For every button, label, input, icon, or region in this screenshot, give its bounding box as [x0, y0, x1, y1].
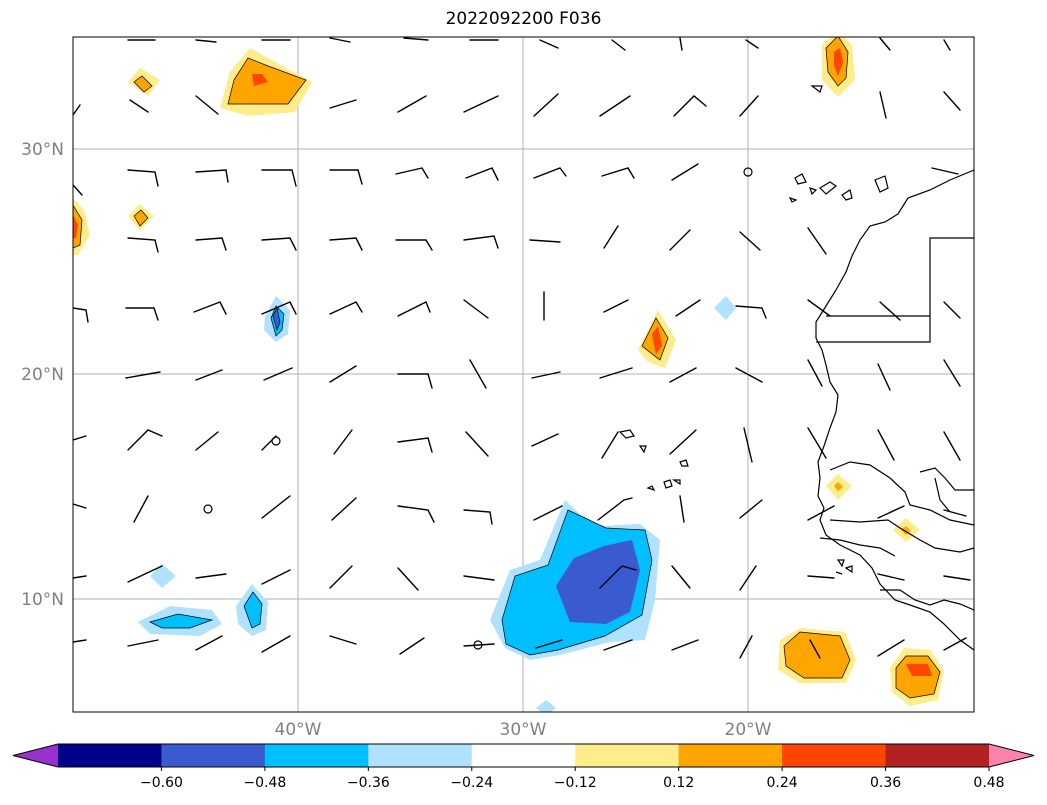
- negative-anomaly-contours: [138, 296, 736, 712]
- map-frame: [72, 36, 975, 713]
- africa-coastline: [815, 169, 974, 651]
- colorbar-tick-label: 0.24: [767, 775, 798, 791]
- latitude-labels: 30°N 20°N 10°N: [21, 140, 64, 610]
- colorbar: −0.60 −0.48 −0.36 −0.24 −0.12 0.12 0.24 0.36 0.4…: [12, 743, 1035, 791]
- colorbar-extend-low: [13, 744, 58, 767]
- colorbar-tick-label: 0.48: [973, 775, 1004, 791]
- colorbar-tick-label: 0.12: [663, 775, 694, 791]
- colorbar-tick-label: −0.12: [554, 775, 597, 791]
- colorbar-tick-label: 0.36: [870, 775, 901, 791]
- colorbar-segment: [575, 744, 680, 767]
- colorbar-extend-high: [989, 744, 1034, 767]
- colorbar-segment: [678, 744, 783, 767]
- colorbar-tick-label: −0.60: [140, 775, 183, 791]
- colorbar-tick-label: −0.48: [243, 775, 286, 791]
- mauritania-border: [816, 237, 974, 343]
- colorbar-segment: [264, 744, 369, 767]
- map-title: 2022092200 F036: [445, 9, 602, 29]
- longitude-labels: 40°W 30°W 20°W: [275, 720, 772, 740]
- colorbar-segment: [782, 744, 887, 767]
- colorbar-segment: [471, 744, 576, 767]
- wind-barbs: [73, 37, 971, 659]
- colorbar-segment: [58, 744, 162, 767]
- colorbar-tick-label: −0.36: [347, 775, 390, 791]
- colorbar-tick-label: −0.24: [450, 775, 493, 791]
- senegal-border: [829, 461, 974, 526]
- lat-label-20n: 20°N: [21, 365, 64, 385]
- positive-anomaly-contours: [73, 37, 944, 706]
- lon-label-40w: 40°W: [275, 720, 322, 740]
- islands: [203, 85, 889, 650]
- colorbar-segment: [885, 744, 990, 767]
- colorbar-outline: [12, 743, 1035, 768]
- coastlines: [815, 169, 974, 651]
- colorbar-segment: [368, 744, 473, 767]
- lon-label-30w: 30°W: [500, 720, 547, 740]
- lat-label-30n: 30°N: [21, 140, 64, 160]
- lat-label-10n: 10°N: [21, 590, 64, 610]
- map-plot-area: [73, 37, 974, 712]
- colorbar-segment: [161, 744, 266, 767]
- lon-label-20w: 20°W: [725, 720, 772, 740]
